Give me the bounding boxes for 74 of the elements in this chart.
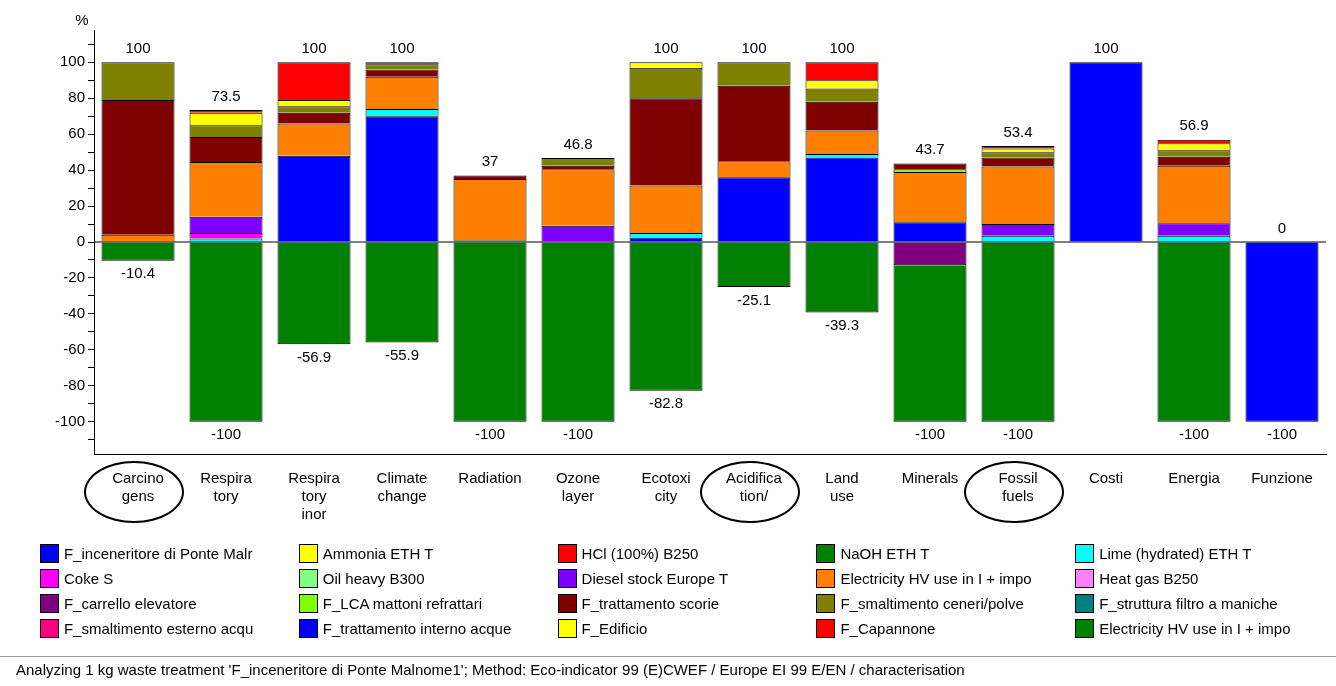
annotation: -55.9 bbox=[384, 346, 420, 364]
annotation: 73.5 bbox=[211, 86, 241, 104]
y-tick-label: -100 bbox=[54, 411, 86, 429]
y-axis-title: % bbox=[75, 10, 89, 28]
annotation: -100 bbox=[1178, 425, 1210, 443]
y-tick-label: 40 bbox=[68, 160, 86, 178]
annotation: 37 bbox=[481, 152, 499, 170]
x-tick-label: Respiratory bbox=[200, 469, 253, 505]
x-tick-label: Carcinogens bbox=[112, 469, 164, 505]
y-tick-label: 60 bbox=[68, 124, 86, 142]
legend-label: NaOH ETH T bbox=[840, 545, 930, 562]
annotation: 100 bbox=[389, 38, 415, 56]
legend-label: HCl (100%) B250 bbox=[581, 545, 699, 562]
legend-label: F_trattamento interno acque bbox=[322, 620, 512, 637]
legend-label: F_struttura filtro a maniche bbox=[1099, 595, 1278, 612]
annotation: -100 bbox=[914, 425, 946, 443]
annotation: -100 bbox=[211, 425, 242, 443]
y-tick-label: 80 bbox=[68, 88, 86, 106]
legend-label: Coke S bbox=[64, 570, 114, 587]
legend-label: Electricity HV use in I + impo bbox=[1099, 620, 1291, 637]
legend-label: F_smaltimento ceneri/polve bbox=[840, 595, 1024, 612]
legend-label: Lime (hydrated) ETH T bbox=[1099, 545, 1252, 562]
annotation: -25.1 bbox=[736, 290, 772, 308]
x-tick-label: Minerals bbox=[901, 469, 959, 487]
x-tick-label: Ozone layer bbox=[555, 469, 601, 505]
legend-label: Ammonia ETH T bbox=[322, 545, 434, 562]
legend-label: Electricity HV use in I + impo bbox=[840, 570, 1032, 587]
x-tick-label: Fossil fuels bbox=[998, 469, 1038, 505]
x-tick-label: Respiratory inor bbox=[288, 469, 341, 523]
annotation: -100 bbox=[475, 425, 506, 443]
y-tick-label: 100 bbox=[59, 52, 86, 70]
annotation: 100 bbox=[829, 38, 855, 56]
annotation: -82.8 bbox=[648, 394, 684, 412]
legend-label: F_LCA mattoni refrattari bbox=[322, 595, 483, 612]
y-tick-label: -60 bbox=[63, 339, 86, 357]
legend-label: F_Capannone bbox=[840, 620, 936, 637]
annotation: -39.3 bbox=[824, 316, 860, 334]
y-tick-label: 0 bbox=[76, 232, 86, 250]
x-tick-label: Radiation bbox=[458, 469, 522, 487]
annotation: 100 bbox=[1093, 38, 1119, 56]
annotation: 100 bbox=[301, 38, 327, 56]
annotation: 43.7 bbox=[915, 140, 945, 158]
legend-label: Heat gas B250 bbox=[1099, 570, 1199, 587]
legend-label: Oil heavy B300 bbox=[322, 570, 425, 587]
y-tick-label: -20 bbox=[63, 268, 86, 286]
x-tick-label: Climate change bbox=[376, 469, 428, 505]
text: Analyzing 1 kg waste treatment 'F_inceneritore di Ponte Malnome1'; Method: Eco-indicator 99 (E)CWEF / Europe EI 99 E/EN / characterisation bbox=[16, 661, 966, 678]
annotation: 100 bbox=[125, 38, 151, 56]
annotation: 56.9 bbox=[1179, 116, 1209, 134]
legend-label: Diesel stock Europe T bbox=[581, 570, 729, 587]
x-tick-label: Funzione bbox=[1251, 469, 1313, 487]
x-tick-label: Costi bbox=[1088, 469, 1124, 487]
legend-label: F_trattamento scorie bbox=[581, 595, 720, 612]
annotation: -100 bbox=[1266, 425, 1298, 443]
x-tick-label: Acidification/ bbox=[726, 469, 783, 505]
annotation: -100 bbox=[1002, 425, 1034, 443]
annotation: -56.9 bbox=[296, 347, 332, 365]
legend-label: F_Edificio bbox=[581, 620, 648, 637]
annotation: 53.4 bbox=[1003, 122, 1033, 140]
annotation: 100 bbox=[653, 38, 679, 56]
x-tick-label: Land use bbox=[825, 469, 859, 505]
annotation: -10.4 bbox=[120, 264, 156, 282]
y-tick-label: -40 bbox=[63, 304, 86, 322]
y-tick-label: -80 bbox=[63, 375, 86, 393]
legend-label: F_carrello elevatore bbox=[64, 595, 197, 612]
annotation: -100 bbox=[563, 425, 594, 443]
annotation: 46.8 bbox=[563, 134, 593, 152]
annotation: 100 bbox=[741, 38, 767, 56]
legend-label: F_smaltimento esterno acqu bbox=[64, 620, 254, 637]
x-tick-label: Ecotoxicity bbox=[641, 469, 691, 505]
annotation: 0 bbox=[1277, 218, 1287, 236]
x-tick-label: Energia bbox=[1168, 469, 1221, 487]
y-tick-label: 20 bbox=[68, 196, 86, 214]
legend-label: F_inceneritore di Ponte Malr bbox=[64, 545, 253, 562]
